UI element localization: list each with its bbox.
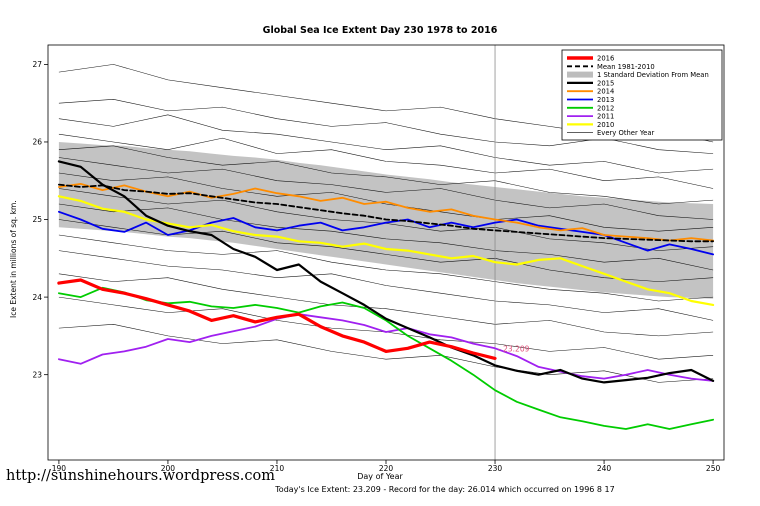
- series-2012: [58, 286, 714, 430]
- background-year-line: [58, 145, 714, 205]
- legend-label: 1 Standard Deviation From Mean: [597, 71, 709, 79]
- x-tick-label: 200: [161, 464, 176, 473]
- y-tick-label: 26: [32, 138, 42, 147]
- x-tick-label: 210: [270, 464, 285, 473]
- y-tick-label: 23: [32, 370, 42, 379]
- legend-label: 2015: [597, 79, 614, 87]
- y-tick-label: 27: [32, 60, 42, 69]
- x-tick-label: 230: [488, 464, 503, 473]
- every-other-year-lines: [58, 64, 714, 383]
- x-tick-label: 220: [379, 464, 394, 473]
- legend-band-swatch: [567, 71, 593, 78]
- chart-title: Global Sea Ice Extent Day 230 1978 to 20…: [262, 25, 498, 36]
- legend-label: 2012: [597, 104, 614, 112]
- legend-label: 2013: [597, 96, 614, 104]
- legend-box: [561, 49, 723, 141]
- x-tick-label: 250: [706, 464, 721, 473]
- legend-label: 2010: [597, 121, 614, 129]
- background-year-line: [58, 133, 714, 189]
- legend-label: Every Other Year: [597, 129, 655, 137]
- axes: 190 200 210 220 230 240 250 23 24 25 26 27: [32, 60, 720, 473]
- background-year-line: [58, 203, 714, 271]
- x-tick-label: 240: [597, 464, 612, 473]
- x-axis-label: Day of Year: [357, 472, 403, 481]
- background-year-line: [58, 234, 714, 302]
- y-tick-label: 24: [32, 293, 42, 302]
- footer-caption: Today's Ice Extent: 23.209 - Record for …: [275, 485, 615, 494]
- background-year-line: [58, 114, 714, 174]
- y-tick-label: 25: [32, 215, 42, 224]
- series-2014: [58, 182, 714, 242]
- background-year-line: [58, 172, 714, 232]
- series-2015: [57, 160, 715, 384]
- legend-label: 2011: [597, 113, 614, 121]
- legend-label: 2014: [597, 88, 614, 96]
- legend-label: Mean 1981-2010: [597, 63, 655, 71]
- series-2016: [57, 278, 497, 360]
- series-2011: [58, 313, 714, 382]
- legend-label: 2016: [597, 55, 614, 63]
- y-axis-label: Ice Extent in millions of sq. km.: [9, 200, 18, 318]
- background-year-line: [58, 273, 714, 337]
- x-tick-label: 190: [52, 464, 67, 473]
- site-url-link[interactable]: http://sunshinehours.wordpress.com: [6, 468, 276, 484]
- background-year-line: [58, 324, 714, 383]
- series-2010: [57, 195, 715, 306]
- current-extent-annotation: - 23.209: [498, 344, 530, 353]
- background-year-line: [58, 250, 714, 321]
- background-year-line: [58, 157, 714, 220]
- series-mean-1981-2010: [58, 183, 714, 243]
